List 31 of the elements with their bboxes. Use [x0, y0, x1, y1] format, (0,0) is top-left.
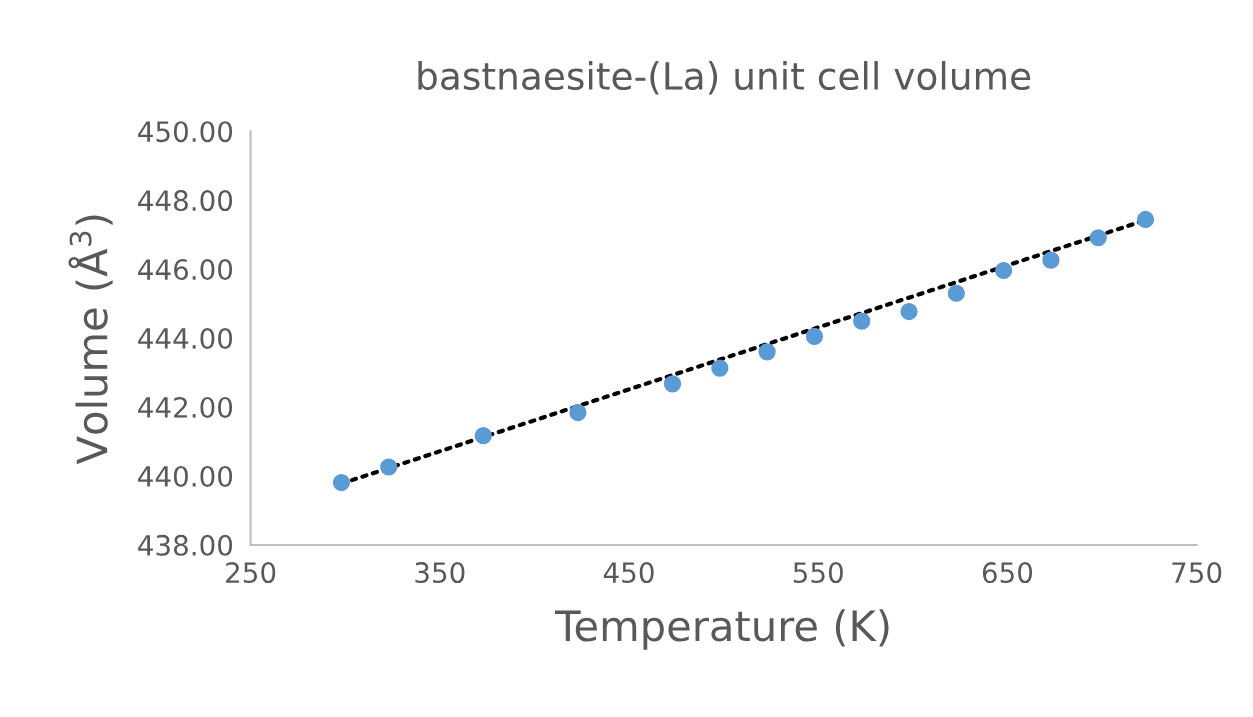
point	[1136, 210, 1155, 229]
y-tick-label: 450.00	[138, 121, 233, 143]
y-tick-label: 440.00	[138, 465, 233, 487]
point	[380, 458, 398, 476]
point	[947, 284, 965, 302]
point	[805, 327, 824, 345]
y-tick-label: 442.00	[138, 396, 233, 418]
chart-title: bastnaesite-(La) unit cell volume	[418, 61, 1031, 95]
y-tick-label: 446.00	[138, 259, 233, 281]
y-tick-label: 444.00	[138, 328, 233, 350]
point	[663, 375, 682, 393]
x-tick-label: 750	[1172, 562, 1222, 584]
point	[569, 403, 587, 422]
x-tick-label: 350	[415, 562, 465, 584]
y-tick-label: 438.00	[138, 534, 233, 556]
x-tick-label: 250	[226, 562, 276, 584]
y-tick-label: 448.00	[138, 190, 233, 212]
y-axis-title: Volume (Å$^{3}$)	[68, 215, 113, 465]
point	[1089, 229, 1107, 247]
x-tick-label: 450	[603, 562, 654, 584]
point	[853, 312, 871, 330]
point	[758, 343, 776, 361]
point	[1042, 251, 1060, 269]
point	[900, 302, 918, 321]
point	[711, 359, 729, 377]
point	[332, 473, 351, 492]
x-tick-label: 650	[982, 562, 1033, 584]
x-axis-title: Temperature (K)	[554, 609, 889, 650]
point	[474, 427, 492, 445]
x-tick-label: 550	[793, 562, 843, 584]
point	[995, 261, 1013, 280]
